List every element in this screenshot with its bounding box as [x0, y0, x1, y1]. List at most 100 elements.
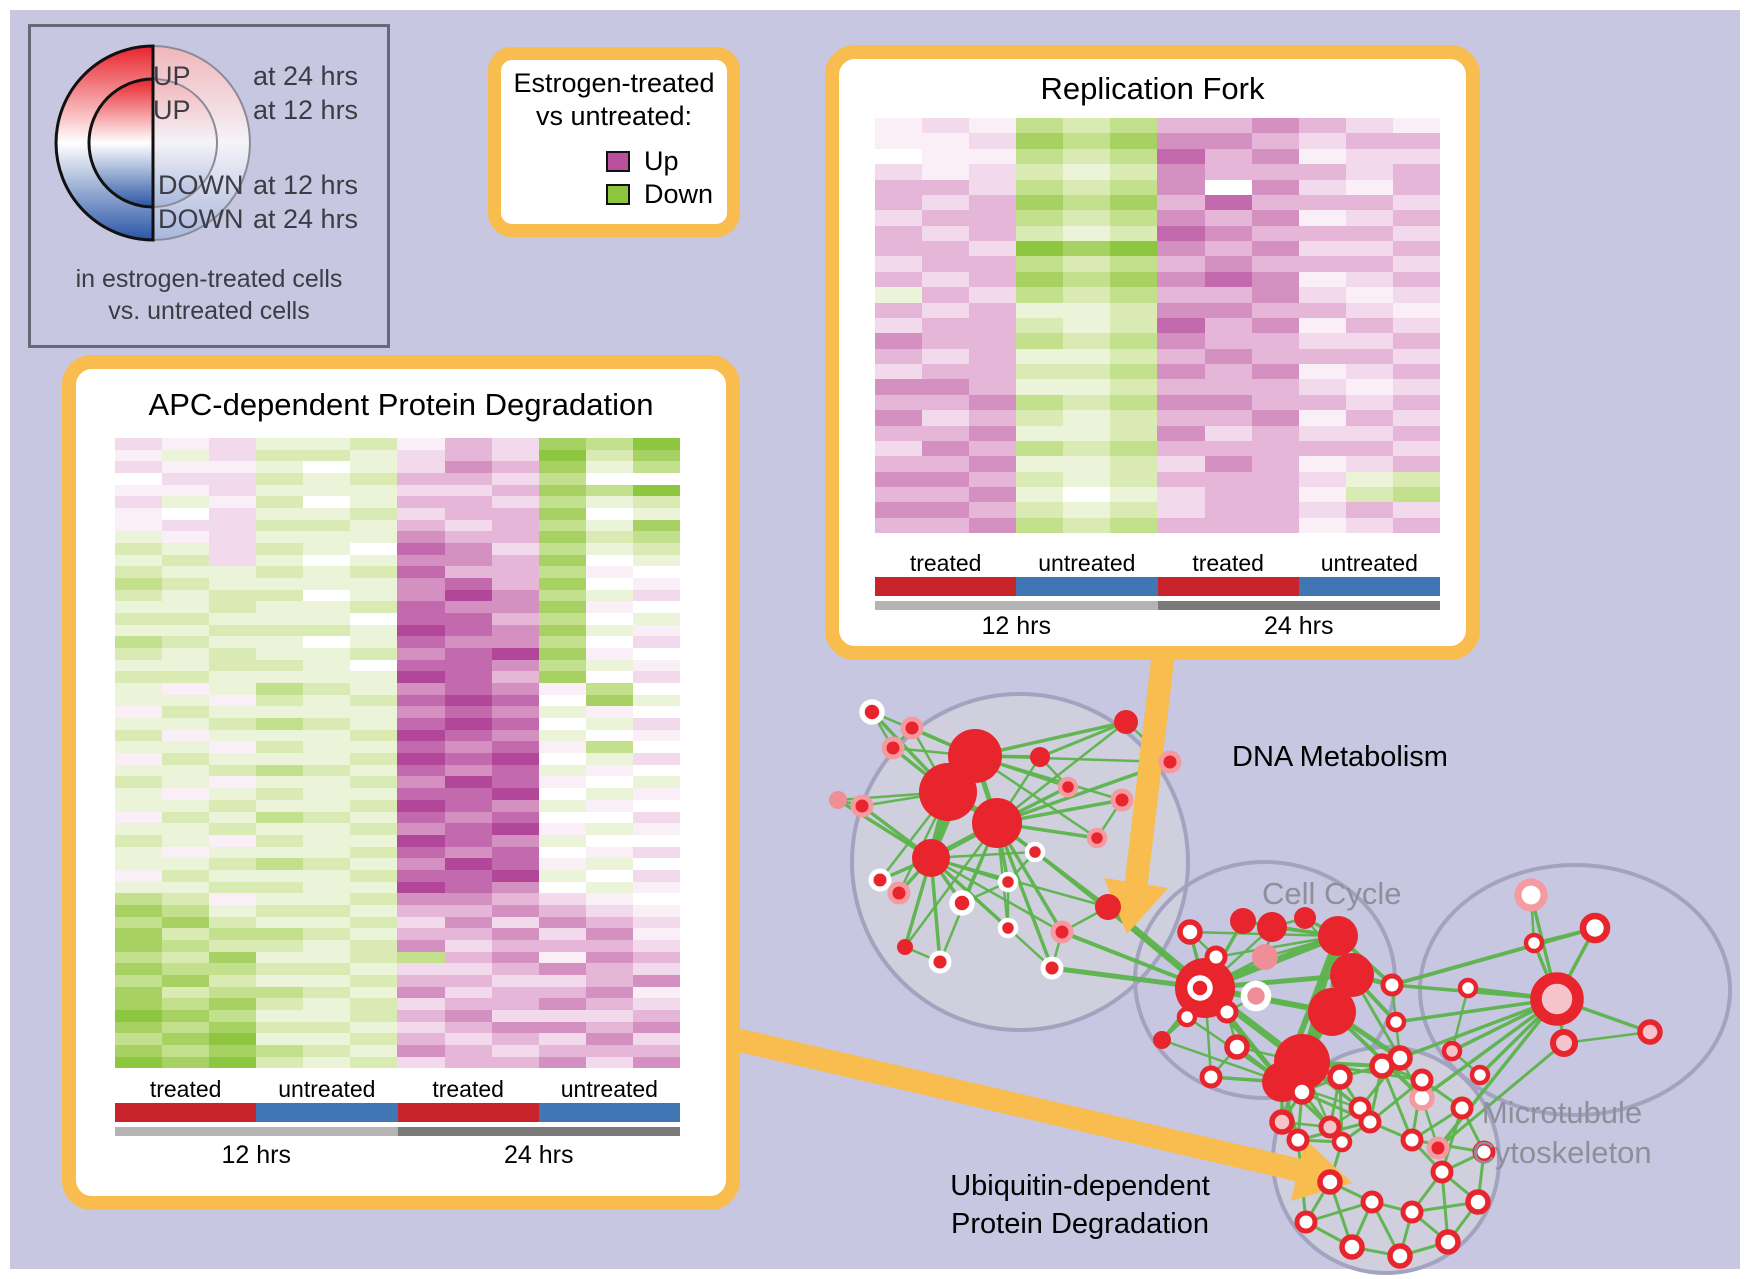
- heatmap-cell: [350, 484, 398, 497]
- heatmap-row: [875, 133, 1440, 149]
- heatmap-cell: [350, 1033, 398, 1045]
- heatmap-cell: [303, 1056, 351, 1069]
- network-node: [881, 736, 905, 760]
- heatmap-cell: [585, 531, 633, 544]
- heatmap-cell: [256, 974, 304, 987]
- heatmap-cell: [1063, 194, 1111, 211]
- heatmap-cell: [1204, 394, 1252, 411]
- heatmap-cell: [632, 1009, 680, 1022]
- heatmap-cell: [491, 753, 539, 765]
- heatmap-cell: [491, 834, 539, 847]
- heatmap-cell: [209, 1009, 257, 1022]
- heatmap-cell: [538, 694, 586, 707]
- network-node: [1410, 1068, 1434, 1092]
- heatmap-cell: [256, 694, 304, 707]
- heatmap-cell: [632, 881, 680, 894]
- heatmap-cell: [632, 974, 680, 987]
- heatmap-row: [875, 502, 1440, 518]
- heatmap-cell: [1110, 164, 1158, 180]
- heatmap-cell: [1016, 133, 1064, 149]
- heatmap-row: [115, 554, 680, 567]
- heatmap-cell: [875, 379, 923, 395]
- heatmap-cell: [1016, 317, 1064, 334]
- heatmap-cell: [1110, 194, 1158, 211]
- heatmap-row: [115, 519, 680, 532]
- heatmap-cell: [1392, 179, 1440, 195]
- heatmap-cell: [632, 916, 680, 929]
- heatmap-cell: [1157, 502, 1205, 518]
- heatmap-cell: [209, 578, 257, 590]
- heatmap-cell: [444, 1009, 492, 1022]
- untreated-bar-segment: [538, 1103, 680, 1122]
- heatmap-cell: [162, 939, 210, 952]
- heatmap-cell: [1016, 379, 1064, 395]
- heatmap-cell: [1298, 517, 1346, 534]
- network-node: [850, 794, 874, 818]
- heatmap-row: [115, 741, 680, 754]
- apc-group-3: treated: [432, 1076, 504, 1102]
- heatmap-cell: [162, 951, 210, 964]
- heatmap-cell: [1063, 333, 1111, 349]
- heatmap-cell: [303, 811, 351, 824]
- heatmap-cell: [209, 694, 257, 707]
- heatmap-cell: [1392, 425, 1440, 441]
- heatmap-cell: [397, 776, 445, 789]
- heatmap-cell: [875, 194, 923, 211]
- heatmap-cell: [491, 473, 539, 485]
- heatmap-cell: [115, 531, 163, 544]
- heatmap-row: [115, 998, 680, 1010]
- heatmap-cell: [256, 671, 304, 684]
- apc-panel: APC-dependent Protein Degradation treate…: [62, 355, 740, 1210]
- heatmap-cell: [1063, 425, 1111, 441]
- heatmap-cell: [1251, 179, 1299, 195]
- heatmap-cell: [969, 210, 1017, 226]
- heatmap-cell: [303, 799, 351, 812]
- time-bar-segment-24hrs: [397, 1127, 680, 1136]
- heatmap-cell: [1298, 210, 1346, 226]
- heatmap-cell: [303, 671, 351, 684]
- network-node: [1457, 977, 1479, 999]
- heatmap-cell: [491, 928, 539, 940]
- heatmap-cell: [1251, 379, 1299, 395]
- heatmap-cell: [1345, 364, 1393, 380]
- heatmap-cell: [1204, 194, 1252, 211]
- heatmap-cell: [632, 449, 680, 462]
- heatmap-cell: [397, 939, 445, 952]
- heatmap-cell: [444, 823, 492, 835]
- heatmap-row: [115, 659, 680, 672]
- heatmap-cell: [538, 461, 586, 474]
- heatmap-cell: [1157, 394, 1205, 411]
- heatmap-cell: [632, 613, 680, 625]
- heatmap-cell: [303, 858, 351, 870]
- heatmap-cell: [444, 1033, 492, 1045]
- heatmap-row: [875, 425, 1440, 441]
- heatmap-cell: [1345, 302, 1393, 318]
- heatmap-cell: [444, 683, 492, 695]
- heatmap-cell: [632, 998, 680, 1010]
- heatmap-cell: [350, 869, 398, 882]
- rf-panel-title: Replication Fork: [1040, 71, 1265, 106]
- heatmap-cell: [585, 496, 633, 509]
- heatmap-cell: [632, 986, 680, 999]
- heatmap-cell: [585, 869, 633, 882]
- heatmap-cell: [444, 834, 492, 847]
- heatmap-cell: [1063, 225, 1111, 241]
- heatmap-cell: [1298, 164, 1346, 180]
- heatmap-cell: [162, 473, 210, 485]
- heatmap-cell: [397, 729, 445, 742]
- heatmap-cell: [397, 648, 445, 660]
- heatmap-cell: [875, 348, 923, 364]
- apc-group-labels: treated untreated treated untreated: [115, 1076, 680, 1103]
- heatmap-cell: [1063, 348, 1111, 364]
- heatmap-cell: [538, 834, 586, 847]
- treated-bar-segment: [875, 577, 1017, 596]
- heatmap-cell: [303, 683, 351, 695]
- heatmap-cell: [1063, 410, 1111, 426]
- untreated-bar-segment: [256, 1103, 398, 1122]
- heatmap-cell: [256, 834, 304, 847]
- network-node: [1380, 973, 1404, 997]
- heatmap-cell: [162, 484, 210, 497]
- heatmap-row: [115, 904, 680, 917]
- heatmap-cell: [632, 531, 680, 544]
